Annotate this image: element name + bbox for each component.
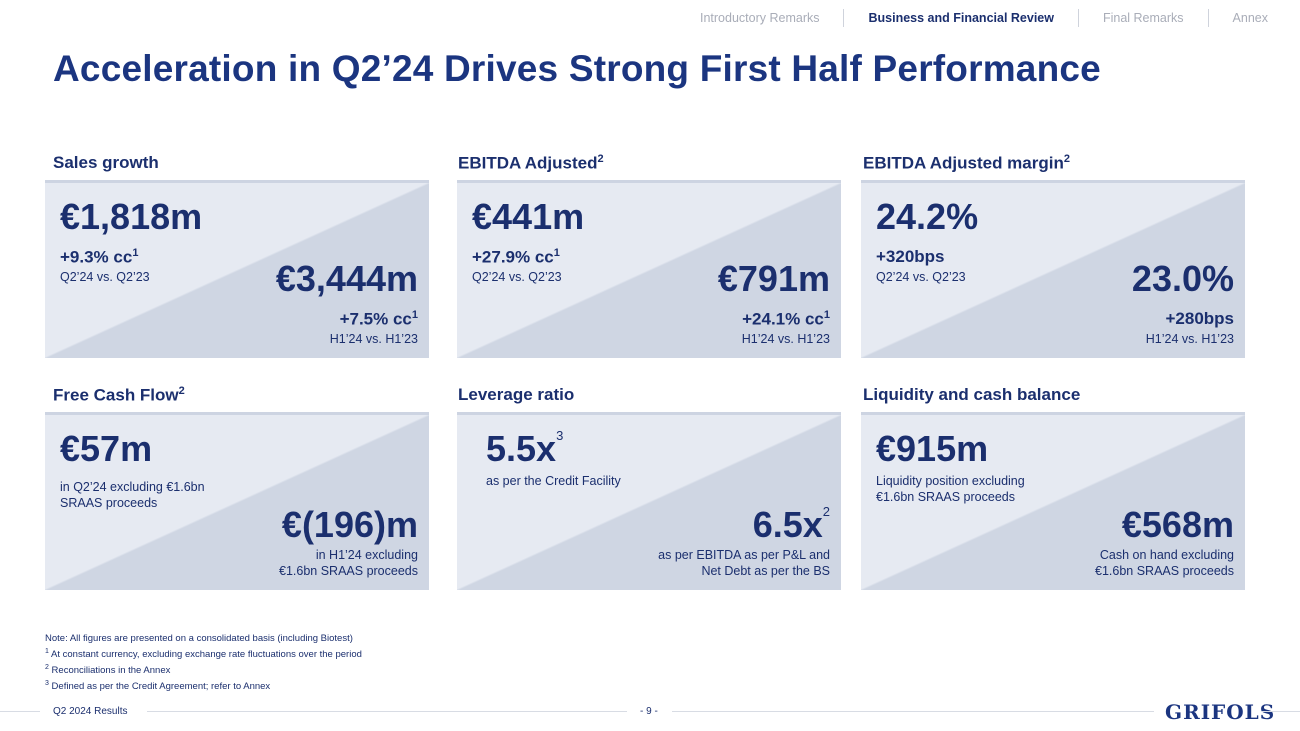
- ebitda-q2-caption: Q2’24 vs. Q2’23: [472, 270, 562, 284]
- footnote-2: 2 Reconciliations in the Annex: [45, 664, 171, 677]
- ebitda-adjusted-card: €441m +27.9% cc1 Q2’24 vs. Q2’23 €791m +…: [457, 180, 841, 358]
- nav-business-financial-review[interactable]: Business and Financial Review: [868, 11, 1054, 25]
- free-cash-flow-label: Free Cash Flow2: [53, 385, 185, 405]
- nav-divider: [843, 9, 845, 27]
- leverage-pl-value: 6.5x2: [752, 504, 830, 545]
- leverage-ratio-label: Leverage ratio: [458, 385, 575, 404]
- page-number: - 9 -: [640, 706, 658, 717]
- nav-annex[interactable]: Annex: [1232, 11, 1268, 25]
- sales-h1-caption: H1’24 vs. H1’23: [329, 332, 418, 346]
- footnote-3: 3 Defined as per the Credit Agreement; r…: [45, 680, 271, 693]
- footnote-1: 1 At constant currency, excluding exchan…: [45, 648, 362, 661]
- free-cash-flow-card: €57m in Q2’24 excluding €1.6bn SRAAS proc…: [45, 412, 429, 590]
- ebitda-h1-caption: H1’24 vs. H1’23: [741, 332, 830, 346]
- page-title: Acceleration in Q2’24 Drives Strong Firs…: [53, 48, 1101, 89]
- leverage-credit-facility-value: 5.5x3: [486, 428, 564, 469]
- ebitda-h1-value: €791m: [717, 258, 830, 299]
- sales-growth-label: Sales growth: [53, 153, 159, 172]
- margin-q2-caption: Q2’24 vs. Q2’23: [876, 270, 966, 284]
- leverage-credit-facility-caption: as per the Credit Facility: [486, 474, 621, 488]
- sales-q2-caption: Q2’24 vs. Q2’23: [60, 270, 150, 284]
- nav-divider: [1077, 9, 1079, 27]
- nav-final-remarks[interactable]: Final Remarks: [1102, 11, 1184, 25]
- footer-rule: [1262, 711, 1300, 712]
- ebitda-adjusted-label: EBITDA Adjusted2: [458, 153, 604, 173]
- footer-rule: [147, 711, 627, 712]
- footnotes: Note: All figures are presented on a con…: [45, 632, 362, 693]
- nav-divider: [1207, 9, 1209, 27]
- footer-rule: [0, 711, 40, 712]
- sales-h1-value: €3,444m: [275, 258, 418, 299]
- ebitda-h1-growth: +24.1% cc1: [742, 309, 830, 329]
- leverage-pl-caption: as per EBITDA as per P&L and Net Debt as …: [658, 548, 830, 578]
- cash-on-hand-caption: Cash on hand excluding €1.6bn SRAAS proce…: [1095, 548, 1234, 578]
- ebitda-q2-growth: +27.9% cc1: [472, 247, 560, 267]
- footer-rule: [672, 711, 1154, 712]
- fcf-h1-caption: in H1’24 excluding €1.6bn SRAAS proceeds: [279, 548, 418, 578]
- liquidity-cash-card: €915m Liquidity position excluding €1.6bn…: [861, 412, 1245, 590]
- nav-introductory-remarks[interactable]: Introductory Remarks: [700, 11, 820, 25]
- ebitda-q2-value: €441m: [472, 196, 585, 237]
- margin-q2-growth: +320bps: [876, 247, 945, 266]
- ebitda-margin-card: 24.2% +320bps Q2’24 vs. Q2’23 23.0% +280…: [861, 180, 1245, 358]
- liquidity-cash-label: Liquidity and cash balance: [863, 385, 1081, 404]
- cash-on-hand-value: €568m: [1121, 504, 1234, 545]
- liquidity-value: €915m: [876, 428, 989, 469]
- fcf-h1-value: €(196)m: [281, 504, 418, 545]
- sales-growth-card: €1,818m +9.3% cc1 Q2’24 vs. Q2’23 €3,444…: [45, 180, 429, 358]
- leverage-ratio-card: 5.5x3 as per the Credit Facility 6.5x2 a…: [457, 412, 841, 590]
- fcf-q2-caption: in Q2’24 excluding €1.6bn SRAAS proceeds: [60, 480, 205, 510]
- grifols-logo: GRIFOLS: [1165, 700, 1276, 724]
- margin-q2-value: 24.2%: [876, 196, 979, 237]
- footnote-note: Note: All figures are presented on a con…: [45, 633, 353, 644]
- liquidity-caption: Liquidity position excluding €1.6bn SRAAS…: [876, 474, 1025, 504]
- top-navigation: Introductory Remarks Business and Financ…: [676, 9, 1268, 27]
- margin-h1-growth: +280bps: [1165, 309, 1234, 328]
- sales-h1-growth: +7.5% cc1: [339, 309, 418, 329]
- footer-report-name: Q2 2024 Results: [53, 706, 128, 717]
- sales-q2-growth: +9.3% cc1: [60, 247, 139, 267]
- margin-h1-caption: H1’24 vs. H1’23: [1145, 332, 1234, 346]
- margin-h1-value: 23.0%: [1131, 258, 1234, 299]
- fcf-q2-value: €57m: [60, 428, 153, 469]
- sales-q2-value: €1,818m: [60, 196, 203, 237]
- ebitda-margin-label: EBITDA Adjusted margin2: [863, 153, 1070, 173]
